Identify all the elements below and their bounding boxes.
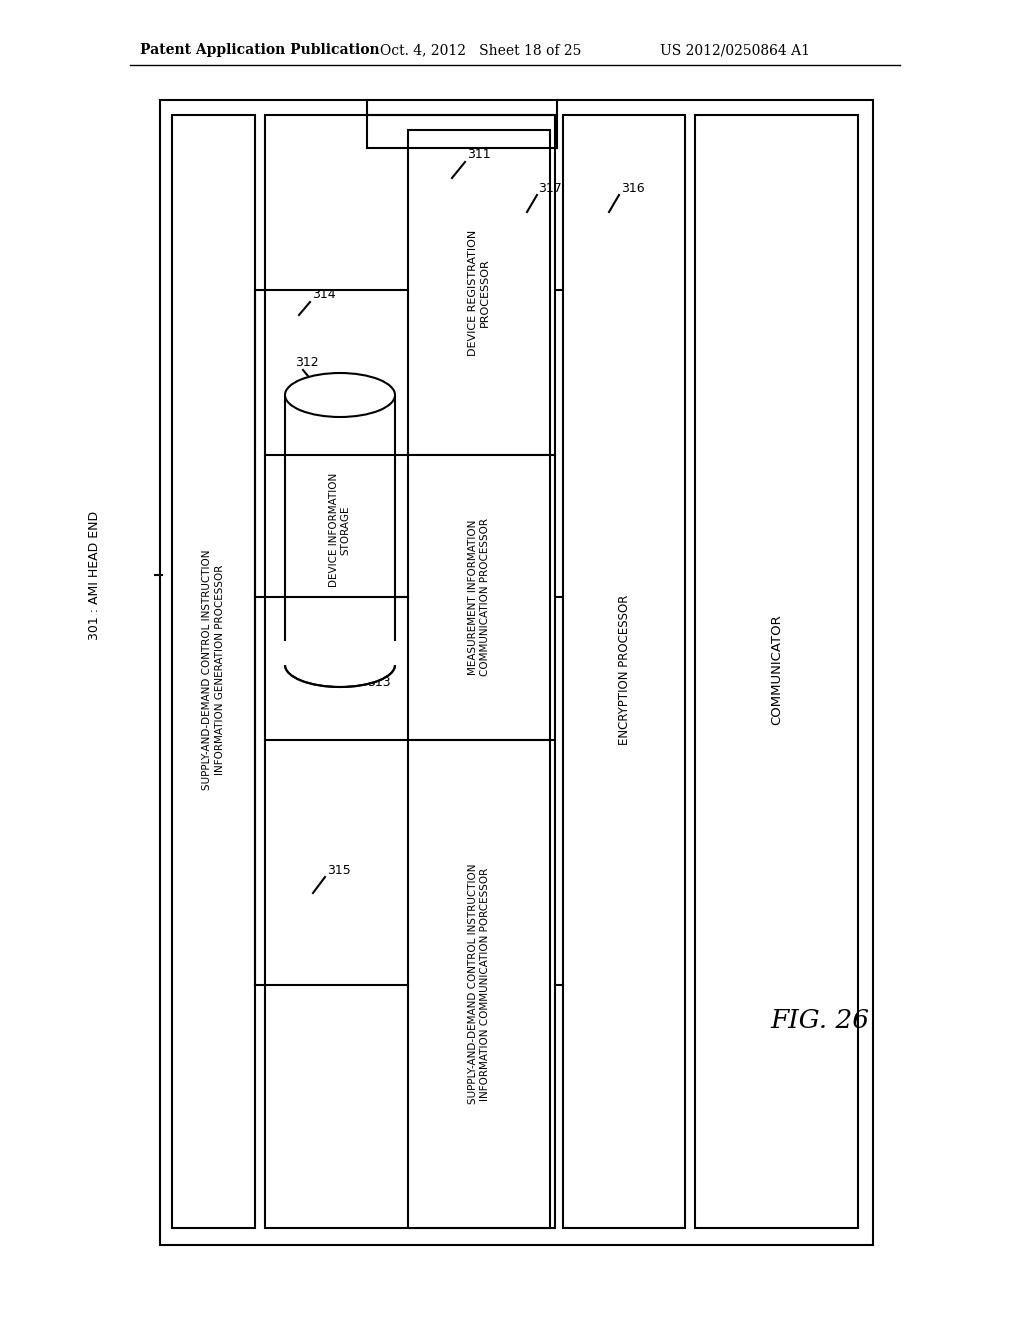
Text: 317: 317 — [538, 181, 562, 194]
Text: SUPPLY-AND-DEMAND CONTROL INSTRUCTION
INFORMATION GENERATION PROCESSOR: SUPPLY-AND-DEMAND CONTROL INSTRUCTION IN… — [202, 549, 225, 791]
Ellipse shape — [285, 643, 395, 686]
Text: US 2012/0250864 A1: US 2012/0250864 A1 — [660, 44, 810, 57]
Text: 313: 313 — [367, 676, 390, 689]
Text: 301 : AMI HEAD END: 301 : AMI HEAD END — [88, 511, 101, 640]
Bar — [172, 115, 255, 1228]
Text: MEASUREMENT INFORMATION
COMMUNICATION PROCESSOR: MEASUREMENT INFORMATION COMMUNICATION PR… — [468, 519, 489, 676]
Text: 311: 311 — [467, 149, 490, 161]
Bar — [283, 642, 397, 665]
Text: 315: 315 — [327, 863, 351, 876]
Ellipse shape — [285, 374, 395, 417]
Text: 312: 312 — [295, 355, 318, 368]
Bar — [408, 455, 550, 741]
Text: DEVICE INFORMATION
STORAGE: DEVICE INFORMATION STORAGE — [329, 473, 351, 587]
Bar — [563, 115, 685, 1228]
Bar — [265, 115, 555, 1228]
Text: SUPPLY-AND-DEMAND CONTROL INSTRUCTION
INFORMATION COMMUNICATION PORCESSOR: SUPPLY-AND-DEMAND CONTROL INSTRUCTION IN… — [468, 863, 489, 1105]
Text: ENCRYPTION PROCESSOR: ENCRYPTION PROCESSOR — [617, 595, 631, 746]
Text: DEVICE REGISTRATION
PROCESSOR: DEVICE REGISTRATION PROCESSOR — [468, 230, 489, 355]
Text: FIG. 26: FIG. 26 — [770, 1007, 869, 1032]
Text: 314: 314 — [312, 289, 336, 301]
Text: Patent Application Publication: Patent Application Publication — [140, 44, 380, 57]
Bar — [408, 741, 550, 1228]
Bar — [160, 100, 873, 1245]
Bar — [408, 129, 550, 455]
Text: 316: 316 — [621, 181, 645, 194]
Text: Oct. 4, 2012   Sheet 18 of 25: Oct. 4, 2012 Sheet 18 of 25 — [380, 44, 582, 57]
Text: COMMUNICATOR: COMMUNICATOR — [770, 615, 783, 726]
Bar — [695, 115, 858, 1228]
